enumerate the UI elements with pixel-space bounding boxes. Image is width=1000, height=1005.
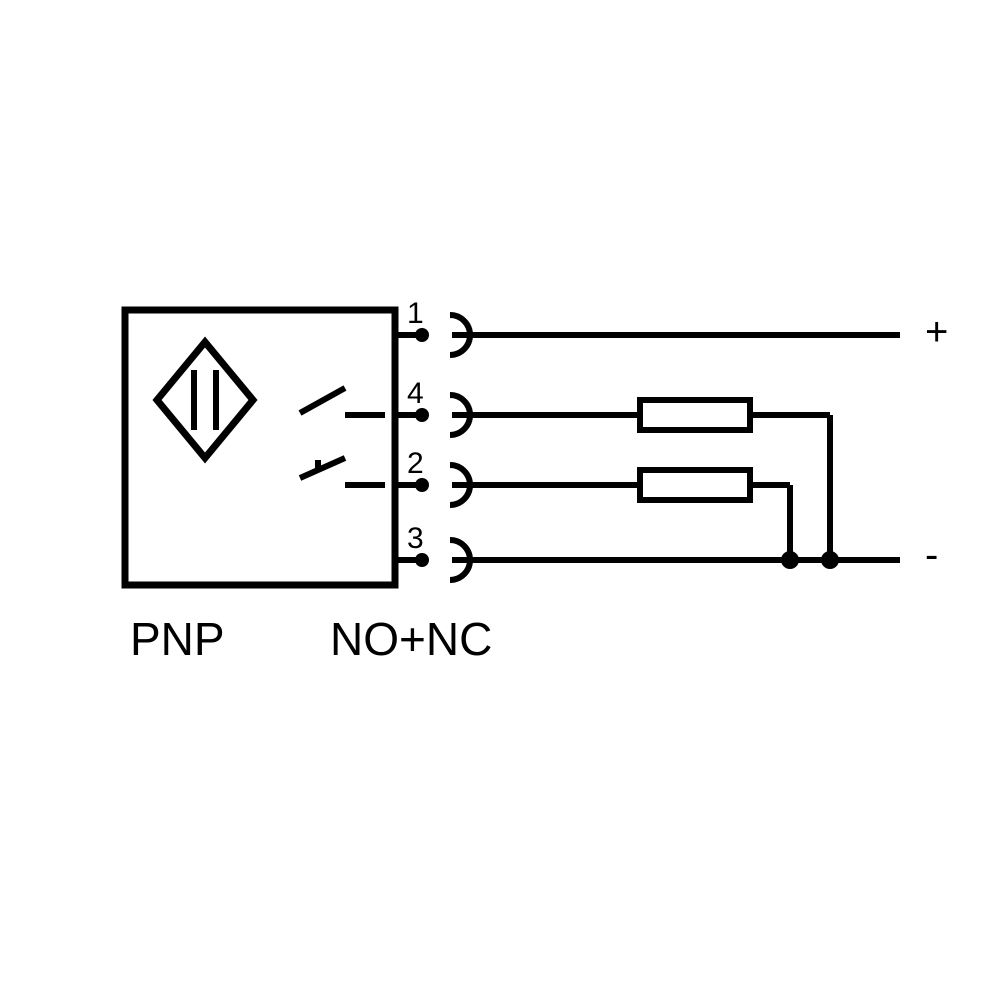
pin-4-dot [415,408,429,422]
pin-1-dot [415,328,429,342]
junction-2 [821,551,839,569]
caption-type: PNP [130,613,225,665]
junction-1 [781,551,799,569]
load-resistor-2 [640,470,750,500]
pin-2-dot [415,478,429,492]
polarity-minus: - [925,533,938,577]
pin-3-dot [415,553,429,567]
pin-3-label: 3 [407,522,424,555]
pin-4-label: 4 [407,377,424,410]
caption-output: NO+NC [330,613,492,665]
pin-1-label: 1 [407,297,424,330]
pin-2-label: 2 [407,447,424,480]
wiring-diagram: 1 4 2 3 + - PNP NO+NC [0,0,1000,1000]
load-resistor-1 [640,400,750,430]
polarity-plus: + [925,310,948,354]
